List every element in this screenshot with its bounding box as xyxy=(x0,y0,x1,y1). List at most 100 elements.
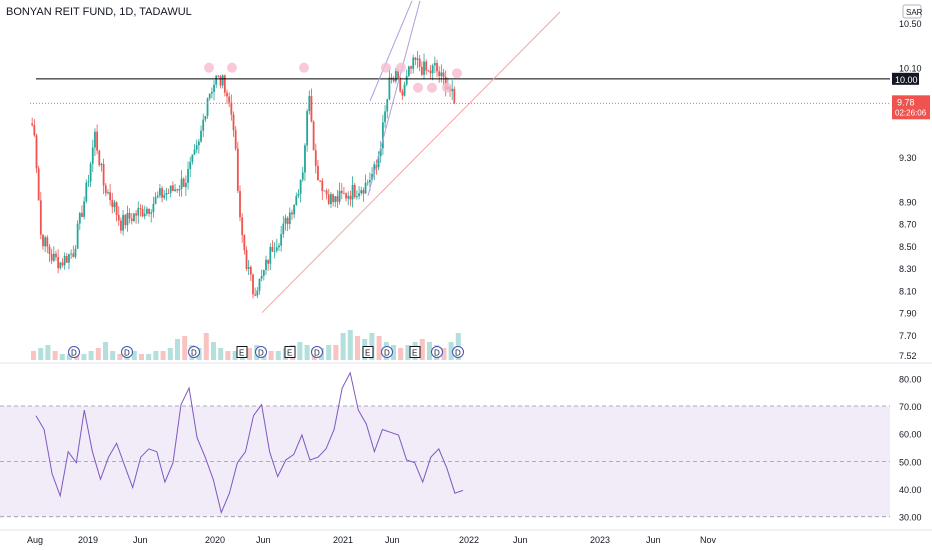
candle-body xyxy=(410,66,412,69)
candle-body xyxy=(98,150,101,166)
event-marker-label: D xyxy=(434,349,440,358)
candle-body xyxy=(61,262,64,266)
volume-bar xyxy=(275,351,281,360)
candle-body xyxy=(226,92,228,97)
candle-body xyxy=(323,190,326,192)
candle-body xyxy=(286,217,289,224)
candle-body xyxy=(234,130,237,149)
price-pane[interactable] xyxy=(30,0,890,314)
candle-body xyxy=(362,190,365,194)
candle-body xyxy=(91,147,94,164)
volume-bar xyxy=(52,351,58,360)
candle-body xyxy=(122,215,124,231)
volume-bar xyxy=(167,348,173,360)
candle-body xyxy=(431,65,434,74)
candle-body xyxy=(128,212,131,219)
candle-body xyxy=(273,250,276,252)
event-marker-d[interactable]: D xyxy=(381,346,393,358)
price-tick-label: 7.70 xyxy=(899,331,917,341)
candle-body xyxy=(392,79,395,82)
volume-bar xyxy=(225,351,231,360)
candle-body xyxy=(228,96,231,103)
candle-body xyxy=(254,294,257,296)
candle-body xyxy=(252,274,254,295)
candle-body xyxy=(102,163,105,186)
volume-bar xyxy=(441,348,447,360)
candle-body xyxy=(258,278,261,291)
candle-body xyxy=(373,164,376,174)
event-marker-d[interactable]: D xyxy=(452,346,464,358)
volume-bar xyxy=(146,354,152,360)
event-marker-label: E xyxy=(239,349,244,358)
candle-body xyxy=(282,223,285,235)
candle-body xyxy=(31,123,34,126)
candle-body xyxy=(291,212,293,215)
candle-body xyxy=(306,111,309,146)
event-marker-d[interactable]: D xyxy=(121,346,133,358)
candle-body xyxy=(146,208,148,214)
candle-body xyxy=(74,248,77,257)
candle-body xyxy=(366,182,369,184)
candle-body xyxy=(377,156,380,168)
touch-marker xyxy=(427,82,437,93)
rsi-pane[interactable]: 80.00 70.00 60.00 50.00 40.00 30.00 xyxy=(0,362,932,523)
candle-body xyxy=(399,77,402,92)
candle-body xyxy=(124,215,127,226)
candle-body xyxy=(334,196,337,203)
time-tick-label: 2021 xyxy=(333,535,353,545)
touch-marker xyxy=(396,62,406,73)
event-marker-e[interactable]: E xyxy=(284,346,296,358)
event-marker-d[interactable]: D xyxy=(255,346,267,358)
candle-body xyxy=(364,182,367,194)
dividend-marker-circle xyxy=(311,346,323,358)
candle-body xyxy=(180,178,183,190)
event-marker-d[interactable]: D xyxy=(431,346,443,358)
candle-body xyxy=(388,77,391,100)
candle-body xyxy=(96,131,99,151)
candle-body xyxy=(150,212,153,214)
candle-body xyxy=(338,190,341,202)
price-axis[interactable]: 10.50 10.10 9.30 8.90 8.70 8.50 8.30 8.10 7.90 7.… xyxy=(892,4,930,361)
volume-bar xyxy=(182,336,188,360)
volume-bar xyxy=(268,351,274,360)
price-tick-label: 8.10 xyxy=(899,286,917,296)
event-marker-e[interactable]: E xyxy=(236,346,248,358)
candle-body xyxy=(94,131,96,148)
event-marker-d[interactable]: D xyxy=(311,346,323,358)
price-tick-label: 9.30 xyxy=(899,153,917,163)
candle-body xyxy=(436,62,438,72)
volume-bar xyxy=(297,342,303,360)
candle-body xyxy=(187,169,189,183)
event-marker-d[interactable]: D xyxy=(68,346,80,358)
last-price-countdown: 02:26:06 xyxy=(895,108,927,117)
volume-bar xyxy=(448,342,454,360)
event-marker-d[interactable]: D xyxy=(188,346,200,358)
candle-body xyxy=(111,199,114,208)
volume-bar xyxy=(398,348,404,360)
dividend-marker-circle xyxy=(121,346,133,358)
candle-body xyxy=(217,75,220,77)
volume-bar xyxy=(232,351,238,360)
time-tick-label: Aug xyxy=(27,535,43,545)
candle-body xyxy=(280,234,283,246)
candle-body xyxy=(135,213,137,216)
time-tick-label: 2019 xyxy=(78,535,98,545)
candle-body xyxy=(143,213,146,217)
candle-body xyxy=(336,196,339,202)
candle-body xyxy=(249,266,252,275)
candle-body xyxy=(81,212,83,217)
candle-body xyxy=(433,62,436,66)
time-axis[interactable]: Aug 2019 Jun 2020 Jun 2021 Jun 2022 Jun 2023 Jun No… xyxy=(0,529,932,545)
volume-bar xyxy=(38,348,44,360)
candle-body xyxy=(347,195,350,199)
dividend-marker-circle xyxy=(255,346,267,358)
event-marker-e[interactable]: E xyxy=(362,346,374,358)
event-marker-e[interactable]: E xyxy=(409,346,421,358)
candle-body xyxy=(107,192,109,194)
volume-bar xyxy=(110,351,116,360)
rsi-tick-label: 50.00 xyxy=(899,457,922,467)
candle-body xyxy=(39,200,42,235)
candle-body xyxy=(284,217,287,224)
